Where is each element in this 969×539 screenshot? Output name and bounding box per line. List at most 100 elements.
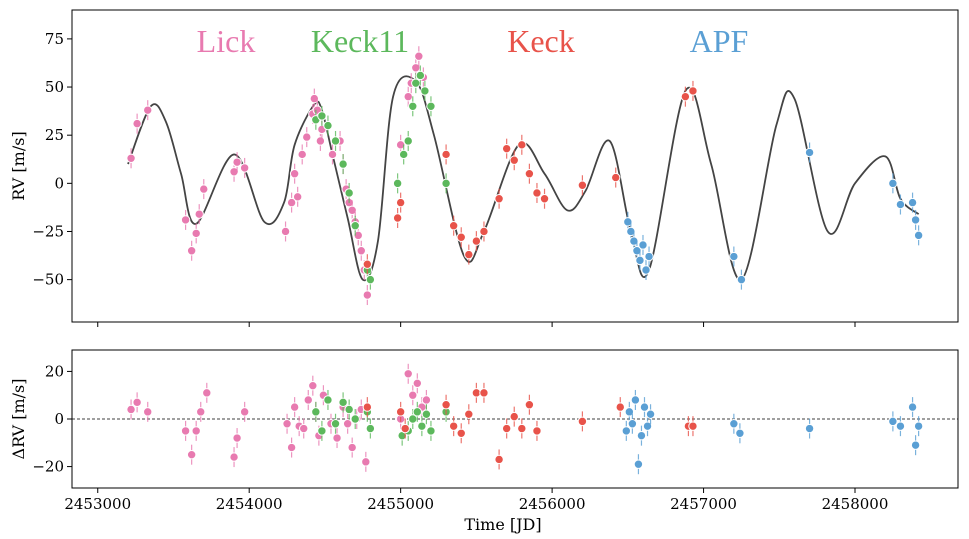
data-point (501, 143, 512, 154)
data-point (639, 402, 650, 412)
series-keck (362, 80, 698, 275)
y-tick-label: −20 (32, 458, 64, 476)
residual-y-axis: −20 0 20 (32, 362, 72, 476)
data-point (644, 251, 654, 262)
data-point (338, 397, 348, 408)
data-point (517, 423, 527, 434)
data-point (229, 167, 239, 177)
rv-data-points (126, 46, 924, 306)
data-point (509, 155, 519, 165)
x-tick-label: 2457000 (670, 495, 737, 513)
data-point (232, 433, 242, 443)
data-point (471, 236, 482, 246)
data-point (611, 172, 621, 183)
y-tick-label: −25 (32, 222, 64, 240)
data-point (895, 199, 906, 210)
data-point (180, 426, 191, 436)
data-point (297, 149, 307, 160)
data-point (311, 407, 321, 417)
data-point (347, 442, 357, 453)
y-tick-label: 0 (54, 174, 64, 192)
data-point (392, 213, 403, 223)
x-axis-label: Time [JD] (464, 515, 541, 534)
data-point (403, 91, 413, 102)
instrument-label-apf: APF (690, 23, 749, 59)
data-point (615, 402, 625, 412)
data-point (286, 197, 297, 208)
data-point (624, 407, 635, 417)
data-point (280, 226, 291, 237)
data-point (330, 419, 341, 429)
data-point (302, 132, 312, 142)
data-point (350, 414, 360, 424)
rv-y-axis-label: RV [m/s] (9, 131, 28, 200)
x-tick-label: 2458000 (822, 495, 889, 513)
data-point (186, 246, 197, 256)
data-point (426, 101, 436, 111)
model-line (127, 75, 920, 282)
x-tick-label: 2454000 (216, 495, 283, 513)
x-tick-label: 2455000 (367, 495, 434, 513)
data-point (888, 416, 898, 427)
data-point (632, 246, 642, 256)
data-point (126, 153, 136, 163)
rv-model-curve (127, 75, 920, 282)
data-point (441, 400, 451, 410)
data-point (577, 180, 588, 190)
data-point (426, 426, 436, 436)
y-tick-label: 25 (45, 126, 64, 144)
series-keck11 (311, 65, 451, 290)
data-point (494, 454, 504, 465)
data-point (286, 442, 297, 453)
data-point (411, 78, 421, 88)
data-point (303, 395, 313, 405)
data-point (441, 149, 451, 160)
data-point (344, 404, 354, 415)
data-point (395, 140, 406, 150)
data-point (420, 86, 430, 96)
data-point (895, 421, 906, 431)
data-point (494, 194, 504, 204)
rv-x-axis-ticks (97, 322, 856, 327)
data-point (308, 380, 318, 391)
data-point (408, 390, 418, 400)
data-point (327, 149, 338, 160)
series-apf (623, 142, 924, 290)
data-point (191, 426, 201, 436)
data-point (412, 407, 423, 417)
data-point (332, 433, 342, 443)
data-point (191, 228, 201, 239)
series-keck11 (311, 389, 451, 446)
data-point (292, 192, 303, 202)
data-point (629, 236, 639, 246)
instrument-label-keck: Keck (507, 23, 575, 59)
data-point (633, 459, 644, 469)
data-point (804, 147, 815, 158)
data-point (626, 226, 636, 237)
data-point (330, 136, 341, 146)
data-point (126, 404, 136, 415)
y-tick-label: 20 (45, 362, 64, 380)
data-point (289, 169, 300, 179)
rv-y-axis: −50 −25 0 25 50 75 (32, 30, 72, 289)
data-point (338, 159, 348, 169)
data-point (641, 265, 651, 275)
data-point (680, 91, 691, 102)
data-point (395, 407, 406, 417)
series-lick (126, 46, 429, 306)
data-point (456, 232, 466, 242)
data-point (638, 240, 648, 250)
data-point (414, 51, 424, 61)
y-tick-label: 75 (45, 30, 64, 48)
rv-panel-frame (71, 9, 959, 323)
data-point (729, 251, 739, 262)
data-point (421, 395, 432, 405)
data-point (421, 409, 432, 419)
data-point (132, 118, 142, 129)
data-point (688, 421, 698, 431)
data-point (186, 449, 197, 460)
data-point (913, 230, 924, 241)
data-point (317, 111, 327, 121)
data-point (448, 221, 459, 231)
